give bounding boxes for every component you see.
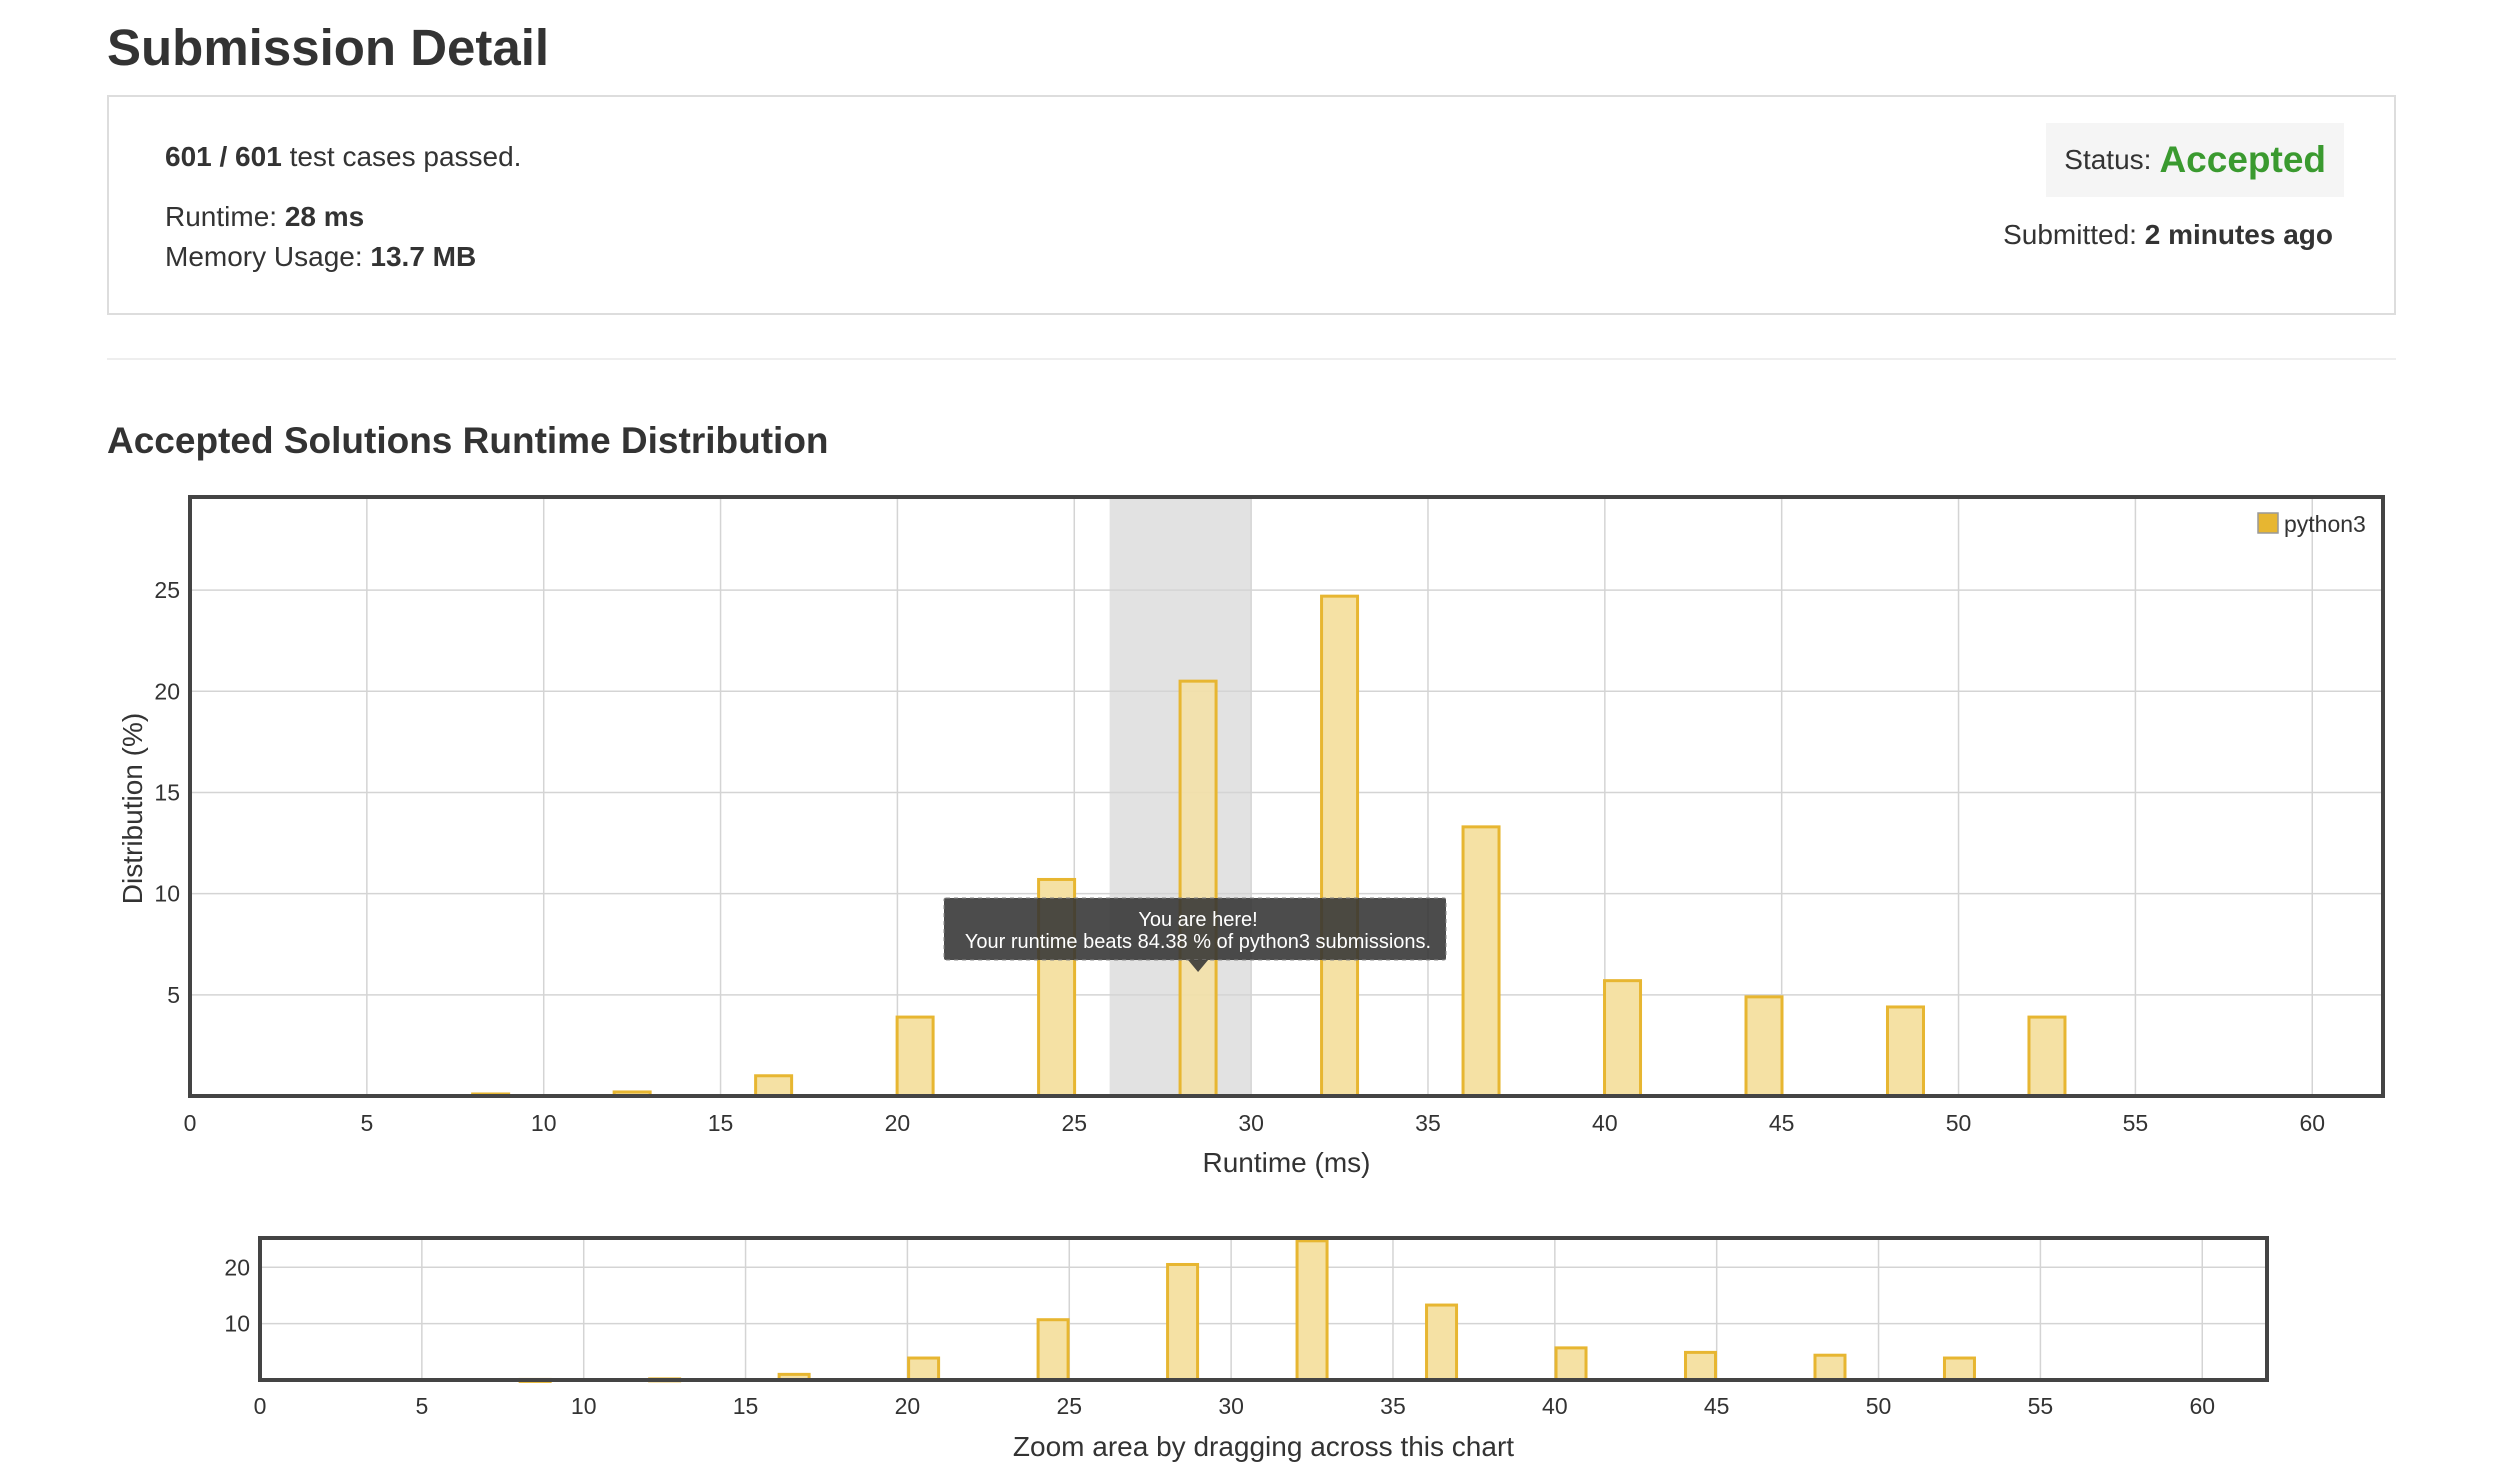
distribution-bar[interactable] (1603, 979, 1643, 1098)
y-tick-label: 10 (154, 881, 180, 907)
overview-bar (1813, 1353, 1847, 1382)
overview-bar (1036, 1318, 1070, 1382)
legend-swatch-python3 (2257, 512, 2279, 534)
overview-x-tick-label: 50 (1866, 1393, 1892, 1419)
runtime-value: 28 ms (284, 201, 365, 232)
distribution-bar[interactable] (754, 1074, 794, 1098)
overview-x-tick-label: 45 (1704, 1393, 1730, 1419)
x-tick-label: 20 (885, 1110, 911, 1136)
distribution-bar[interactable] (1461, 825, 1501, 1098)
x-tick-label: 15 (708, 1110, 734, 1136)
x-tick-label: 50 (1946, 1110, 1972, 1136)
runtime-summary: Runtime: 28 ms (165, 201, 364, 233)
status-badge: Status: Accepted (2046, 123, 2344, 197)
memory-value: 13.7 MB (370, 241, 477, 272)
x-tick-label: 55 (2123, 1110, 2149, 1136)
tooltip-pointer (1188, 960, 1209, 972)
status-label: Status: (2064, 144, 2152, 175)
x-tick-label: 40 (1592, 1110, 1618, 1136)
overview-bar (1554, 1346, 1588, 1382)
runtime-label: Runtime: (165, 201, 278, 232)
y-axis-label: Distribution (%) (117, 713, 148, 904)
tooltip-line-1: You are here! (1138, 909, 1257, 931)
overview-bar (1166, 1262, 1200, 1382)
overview-x-tick-label: 20 (895, 1393, 921, 1419)
x-tick-label: 45 (1769, 1110, 1795, 1136)
distribution-bar[interactable] (1885, 1005, 1925, 1098)
submitted-value: 2 minutes ago (2144, 219, 2333, 250)
y-tick-label: 20 (154, 678, 180, 704)
legend-label-python3: python3 (2284, 511, 2366, 537)
overview-bar (1942, 1356, 1976, 1382)
distribution-bar[interactable] (1320, 594, 1360, 1098)
overview-y-tick-label: 10 (224, 1311, 250, 1337)
y-tick-label: 15 (154, 779, 180, 805)
page-title: Submission Detail (107, 19, 550, 76)
overview-x-tick-label: 10 (571, 1393, 597, 1419)
memory-label: Memory Usage: (165, 241, 363, 272)
distribution-bar[interactable] (2027, 1015, 2067, 1098)
overview-x-tick-label: 15 (733, 1393, 759, 1419)
overview-bar (1295, 1239, 1329, 1382)
overview-x-tick-label: 35 (1380, 1393, 1406, 1419)
section-divider (107, 358, 2396, 360)
overview-x-tick-label: 30 (1218, 1393, 1244, 1419)
overview-x-tick-label: 55 (2028, 1393, 2054, 1419)
overview-x-tick-label: 25 (1056, 1393, 1082, 1419)
test-cases-count: 601 / 601 (165, 141, 282, 172)
x-tick-label: 60 (2299, 1110, 2325, 1136)
overview-x-tick-label: 0 (254, 1393, 267, 1419)
test-cases-text: test cases passed. (289, 141, 522, 172)
submission-summary-panel: 601 / 601 test cases passed. Runtime: 28… (107, 95, 2396, 315)
tooltip-line-2: Your runtime beats 84.38 % of python3 su… (965, 931, 1431, 953)
overview-x-tick-label: 5 (415, 1393, 428, 1419)
status-value: Accepted (2159, 139, 2326, 180)
overview-x-tick-label: 40 (1542, 1393, 1568, 1419)
zoom-hint-label: Zoom area by dragging across this chart (1013, 1431, 1514, 1462)
overview-bar (907, 1356, 941, 1382)
test-cases-summary: 601 / 601 test cases passed. (165, 141, 521, 173)
submitted-label: Submitted: (2003, 219, 2137, 250)
section-title: Accepted Solutions Runtime Distribution (107, 420, 829, 461)
x-tick-label: 5 (360, 1110, 373, 1136)
overview-bar (1684, 1350, 1718, 1382)
submitted-info: Submitted: 2 minutes ago (2003, 219, 2333, 251)
x-tick-label: 25 (1061, 1110, 1087, 1136)
x-tick-label: 35 (1415, 1110, 1441, 1136)
x-tick-label: 0 (184, 1110, 197, 1136)
x-axis-label: Runtime (ms) (1202, 1147, 1370, 1178)
memory-summary: Memory Usage: 13.7 MB (165, 241, 476, 273)
x-tick-label: 30 (1238, 1110, 1264, 1136)
overview-chart-frame[interactable] (258, 1236, 2269, 1382)
x-tick-label: 10 (531, 1110, 557, 1136)
distribution-bar[interactable] (895, 1015, 935, 1098)
distribution-bar[interactable] (1744, 995, 1784, 1098)
y-tick-label: 25 (154, 577, 180, 603)
overview-y-tick-label: 20 (224, 1254, 250, 1280)
y-tick-label: 5 (167, 982, 180, 1008)
distribution-bar[interactable] (1178, 679, 1218, 1098)
overview-x-tick-label: 60 (2189, 1393, 2215, 1419)
chart-frame (188, 495, 2385, 1098)
overview-bar (1425, 1303, 1459, 1382)
